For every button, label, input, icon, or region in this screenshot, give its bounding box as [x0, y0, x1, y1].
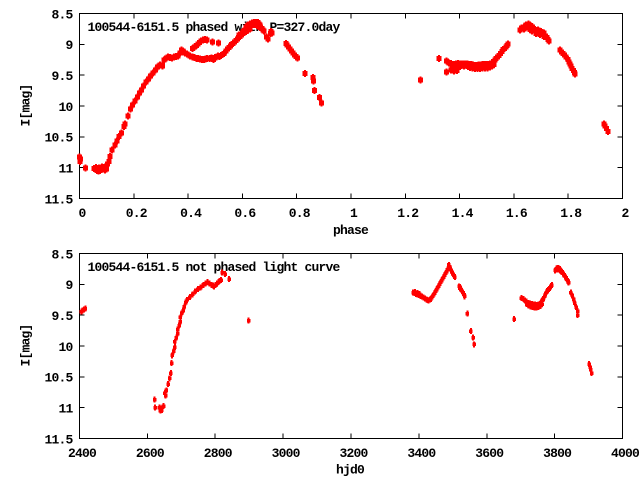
- svg-text:10: 10: [58, 340, 73, 355]
- svg-text:8.5: 8.5: [51, 7, 73, 22]
- svg-text:10.5: 10.5: [44, 131, 73, 146]
- svg-text:0.8: 0.8: [289, 206, 311, 221]
- svg-text:10.5: 10.5: [44, 371, 73, 386]
- svg-text:100544-6151.5 phased with P=32: 100544-6151.5 phased with P=327.0day: [88, 20, 341, 35]
- svg-text:1: 1: [350, 206, 358, 221]
- svg-text:2: 2: [621, 206, 629, 221]
- svg-text:1.8: 1.8: [560, 206, 582, 221]
- svg-text:0.6: 0.6: [234, 206, 256, 221]
- svg-text:100544-6151.5 not phased light: 100544-6151.5 not phased light curve: [88, 260, 341, 275]
- svg-text:1.2: 1.2: [397, 206, 419, 221]
- svg-text:3600: 3600: [475, 446, 504, 461]
- svg-text:2400: 2400: [68, 446, 97, 461]
- svg-text:11.5: 11.5: [44, 192, 73, 207]
- svg-text:9: 9: [65, 38, 73, 53]
- svg-text:11.5: 11.5: [44, 432, 73, 447]
- svg-text:2800: 2800: [204, 446, 233, 461]
- svg-text:3200: 3200: [339, 446, 368, 461]
- svg-text:9.5: 9.5: [51, 69, 73, 84]
- svg-text:11: 11: [58, 402, 73, 417]
- svg-text:hjd0: hjd0: [336, 463, 365, 478]
- svg-text:I[mag]: I[mag]: [19, 84, 34, 126]
- svg-text:3400: 3400: [407, 446, 436, 461]
- svg-text:11: 11: [58, 162, 73, 177]
- svg-text:phase: phase: [333, 223, 369, 238]
- svg-text:2600: 2600: [136, 446, 165, 461]
- svg-text:9.5: 9.5: [51, 309, 73, 324]
- svg-text:I[mag]: I[mag]: [19, 324, 34, 366]
- svg-text:4000: 4000: [611, 446, 640, 461]
- svg-text:0: 0: [78, 206, 86, 221]
- svg-text:10: 10: [58, 100, 73, 115]
- svg-text:9: 9: [65, 278, 73, 293]
- svg-text:0.2: 0.2: [126, 206, 148, 221]
- svg-text:3800: 3800: [543, 446, 572, 461]
- svg-text:3000: 3000: [272, 446, 301, 461]
- svg-text:8.5: 8.5: [51, 247, 73, 262]
- svg-text:1.4: 1.4: [452, 206, 474, 221]
- svg-text:1.6: 1.6: [506, 206, 528, 221]
- svg-text:0.4: 0.4: [180, 206, 202, 221]
